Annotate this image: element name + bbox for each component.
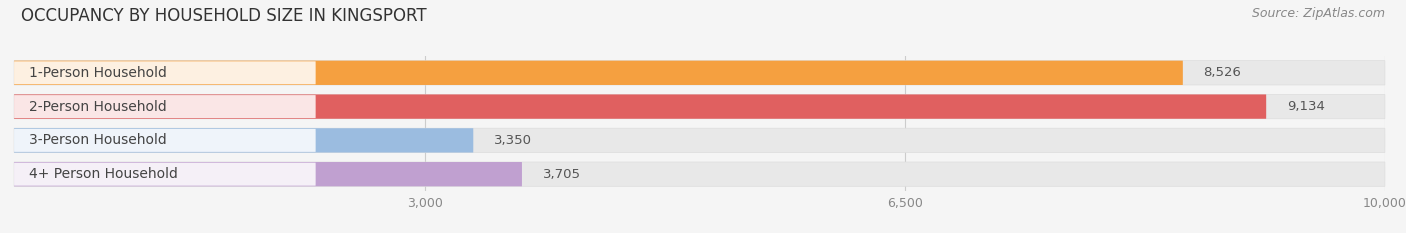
FancyBboxPatch shape	[14, 128, 1385, 153]
Text: 2-Person Household: 2-Person Household	[30, 99, 167, 114]
FancyBboxPatch shape	[14, 129, 316, 152]
FancyBboxPatch shape	[14, 162, 522, 186]
Text: 1-Person Household: 1-Person Household	[30, 66, 167, 80]
FancyBboxPatch shape	[14, 94, 1267, 119]
FancyBboxPatch shape	[14, 61, 1182, 85]
FancyBboxPatch shape	[14, 163, 316, 186]
Text: 3-Person Household: 3-Person Household	[30, 133, 167, 147]
FancyBboxPatch shape	[14, 95, 316, 118]
Text: 8,526: 8,526	[1204, 66, 1241, 79]
Text: Source: ZipAtlas.com: Source: ZipAtlas.com	[1251, 7, 1385, 20]
FancyBboxPatch shape	[14, 162, 1385, 186]
FancyBboxPatch shape	[14, 61, 1385, 85]
FancyBboxPatch shape	[14, 61, 316, 84]
Text: OCCUPANCY BY HOUSEHOLD SIZE IN KINGSPORT: OCCUPANCY BY HOUSEHOLD SIZE IN KINGSPORT	[21, 7, 426, 25]
Text: 4+ Person Household: 4+ Person Household	[30, 167, 179, 181]
Text: 3,705: 3,705	[543, 168, 581, 181]
Text: 9,134: 9,134	[1286, 100, 1324, 113]
FancyBboxPatch shape	[14, 94, 1385, 119]
FancyBboxPatch shape	[14, 128, 474, 153]
Text: 3,350: 3,350	[494, 134, 531, 147]
